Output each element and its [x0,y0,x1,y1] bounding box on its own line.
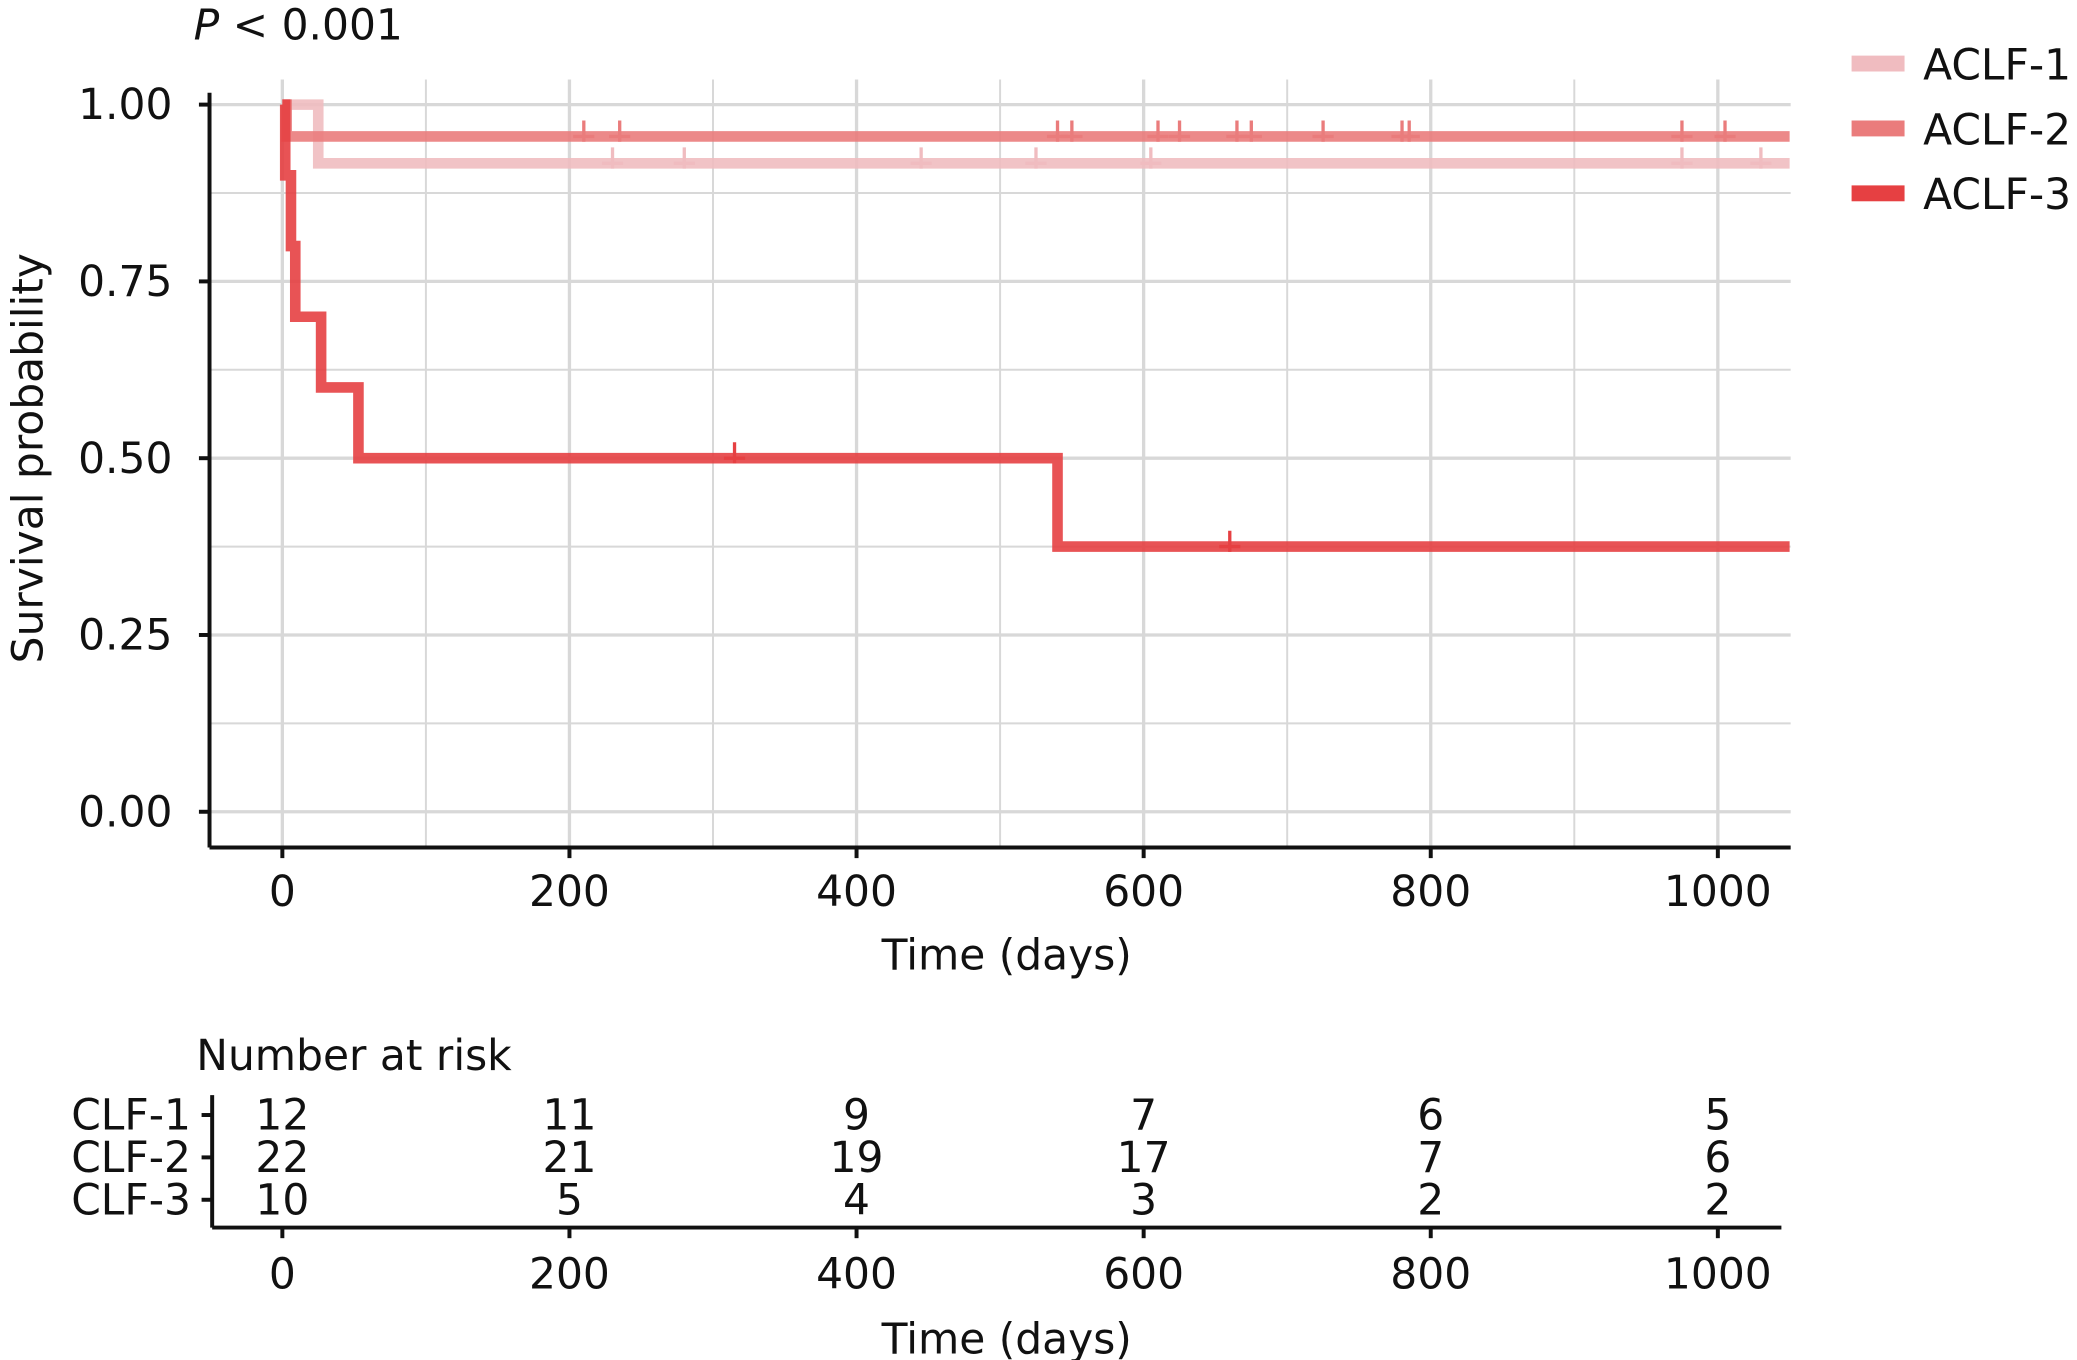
risk-value: 12 [255,1091,309,1140]
p-value: P < 0.001 [194,1,403,50]
risk-value: 7 [1130,1091,1157,1140]
censor-mark [1168,120,1191,142]
censor-mark [1025,147,1047,169]
censor-mark [1312,120,1334,142]
risk-row-label: CLF-2 [71,1133,191,1182]
risk-value: 22 [255,1133,309,1182]
censor-mark [673,147,695,169]
risk-value: 10 [255,1175,309,1224]
y-tick-label: 0.25 [78,611,172,660]
risk-value: 2 [1417,1175,1444,1224]
censor-mark [1219,530,1241,552]
risk-x-tick-label: 200 [529,1249,610,1298]
y-tick-label: 0.50 [78,434,172,483]
p-rest: < 0.001 [219,1,403,50]
censor-mark [1240,120,1262,142]
risk-value: 17 [1117,1133,1171,1182]
censor-mark [723,442,746,464]
censor-mark [1061,120,1083,142]
survival-curve-aclf-2 [281,99,1790,142]
x-tick-label: 800 [1390,867,1471,916]
legend: ACLF-1 ACLF-2 ACLF-3 [1851,40,2071,219]
censor-mark [910,147,932,169]
risk-value: 5 [556,1175,583,1224]
ticks: 0 200 400 600 800 1000 0.00 0.25 0.50 0.75 1.00 [78,80,1772,916]
x-tick-label: 0 [269,867,296,916]
risk-x-tick-label: 400 [816,1249,897,1298]
x-tick-label: 600 [1103,867,1184,916]
legend-label: ACLF-1 [1923,40,2071,89]
risk-value: 21 [542,1133,596,1182]
legend-swatch [1851,55,1905,72]
censor-mark [1147,120,1169,142]
risk-value: 11 [542,1091,596,1140]
censor-mark [601,147,624,169]
risk-value: 19 [830,1133,884,1182]
censor-mark [1398,120,1420,142]
y-tick-label: 0.00 [78,787,172,836]
legend-label: ACLF-2 [1923,105,2071,154]
risk-value: 6 [1704,1133,1731,1182]
y-tick-label: 1.00 [78,80,172,129]
risk-value: 7 [1417,1133,1444,1182]
risk-value: 5 [1704,1091,1731,1140]
risk-value: 9 [843,1091,870,1140]
x-tick-label: 400 [816,867,897,916]
x-tick-label: 200 [529,867,610,916]
legend-swatch [1851,185,1905,202]
risk-row-label: CLF-1 [71,1091,191,1140]
censor-mark [1671,120,1693,142]
y-tick-label: 0.75 [78,257,172,306]
censor-mark [1140,147,1162,169]
risk-x-axis-label: Time (days) [881,1314,1132,1360]
p-symbol: P [194,1,220,50]
risk-x-tick-label: 1000 [1664,1249,1772,1298]
grid [209,79,1791,848]
censor-mark [1671,147,1693,169]
risk-value: 4 [843,1175,870,1224]
risk-row-label: CLF-3 [71,1175,191,1224]
censor-mark [1714,120,1736,142]
x-axis-label: Time (days) [881,930,1132,979]
legend-swatch [1851,120,1905,137]
x-tick-label: 1000 [1664,867,1772,916]
risk-x-tick-label: 600 [1103,1249,1184,1298]
y-axis-label: Survival probability [4,253,53,663]
risk-x-tick-label: 0 [269,1249,296,1298]
risk-table-title: Number at risk [196,1031,512,1080]
legend-label: ACLF-3 [1923,170,2071,219]
risk-x-tick-label: 800 [1390,1249,1471,1298]
risk-value: 3 [1130,1175,1157,1224]
risk-value: 2 [1704,1175,1731,1224]
censor-mark [573,120,595,142]
curves [279,99,1790,552]
survival-curve-aclf-3 [279,99,1790,552]
censor-mark [609,120,631,142]
censor-mark [1750,147,1772,169]
risk-value: 6 [1417,1091,1444,1140]
